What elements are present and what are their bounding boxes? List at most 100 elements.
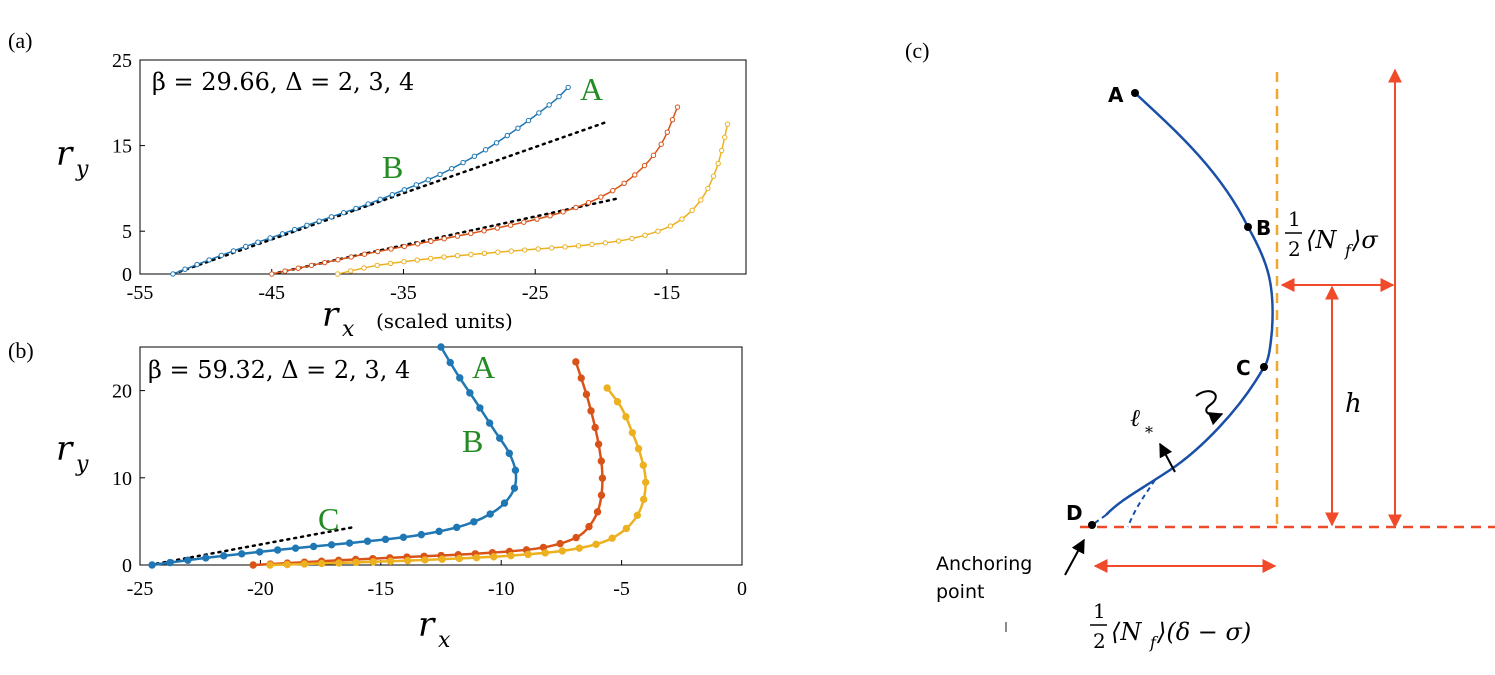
bottom-expr-main: ⟨N: [1111, 618, 1142, 646]
panel-a-series-2-marker-29: [705, 185, 711, 192]
panel-b-series-1-marker-30: [572, 358, 580, 366]
panel-b-series-0-marker-1: [166, 558, 174, 567]
panel-b-series-2-marker-10: [438, 555, 446, 563]
panel-a-series-2-marker-24: [655, 228, 661, 234]
panel-a-series-1-marker-4: [321, 259, 328, 266]
panel-b-series-0-marker-11: [345, 539, 354, 547]
panel-a-series-0-marker-6: [242, 243, 249, 250]
panel-a-series-0-marker-17: [377, 196, 383, 203]
panel-b-series-0-marker-16: [435, 527, 443, 536]
panel-b-xtick-label-3: -10: [488, 578, 515, 600]
panel-b-series-2-marker-30: [603, 384, 611, 392]
panel-a-series-1-marker-3: [308, 262, 315, 269]
panel-a-series-2-marker-32: [719, 147, 725, 154]
point-label-D: D: [1066, 501, 1083, 525]
panel-a-series-1-marker-15: [468, 230, 474, 237]
point-D: [1088, 521, 1096, 529]
point-A: [1131, 89, 1139, 97]
panel-b-xtick-label-1: -20: [247, 578, 274, 600]
panel-b-series-2-marker-2: [300, 560, 309, 568]
panel-b-series-2-marker-3: [317, 559, 326, 568]
panel-b-series-2-marker-13: [490, 553, 498, 561]
panel-b-plot-area: [148, 343, 650, 569]
panel-b-series-2-marker-20: [608, 534, 616, 542]
panel-b-series-0-marker-23: [505, 449, 514, 458]
panel-a-series-1-marker-17: [494, 225, 501, 231]
panel-a-series-0-marker-27: [493, 140, 500, 146]
panel-b-series-0-marker-10: [327, 541, 336, 549]
panel-a-series-0-marker-14: [340, 209, 347, 216]
panel-a-xtick-label-0: -55: [127, 282, 154, 304]
panel-a-series-2-marker-34: [724, 121, 731, 127]
panel-a-series-0-marker-22: [437, 171, 443, 178]
panel-b-series-2-marker-26: [634, 445, 643, 453]
top-expr-main: ⟨N: [1306, 226, 1337, 254]
panel-a-series-2-marker-19: [589, 241, 595, 248]
panel-a-series-1-marker-22: [560, 209, 566, 215]
panel-a-series-1-marker-30: [650, 152, 657, 159]
panel-b-series-0-marker-9: [309, 542, 318, 551]
panel-a-series-0-marker-24: [460, 159, 466, 166]
panel-a-series-1-marker-8: [375, 248, 381, 255]
panel-b-label: (b): [8, 338, 34, 363]
panel-a-xlabel-main: r: [322, 295, 340, 335]
panel-a-series-2-marker-0: [334, 271, 341, 277]
bottom-expr-tail: ⟩(δ − σ): [1156, 618, 1251, 646]
panel-a-xlabel: r x (scaled units): [322, 295, 513, 342]
panel-a-series-0-marker-9: [279, 231, 286, 237]
panel-b-series-1-marker-26: [591, 423, 599, 432]
panel-b-series-0-marker-2: [184, 556, 192, 564]
panel-b-series-2-marker-18: [575, 544, 584, 552]
polymer-curve-tail: [1091, 514, 1107, 526]
panel-a-series-2-marker-4: [387, 260, 394, 267]
panel-a-label-A: A: [580, 71, 603, 107]
panel-a-series-0-marker-2: [194, 261, 200, 268]
panel-a-series-1-marker-6: [348, 254, 354, 260]
panel-a-series-0-marker-4: [218, 252, 225, 259]
top-expr-tail: ⟩σ: [1351, 226, 1378, 254]
panel-a-series-0-marker-1: [182, 266, 188, 272]
panel-b-series-2-marker-0: [266, 561, 274, 569]
panel-a-series-2-marker-11: [481, 250, 488, 256]
panel-a-series-1-marker-19: [521, 219, 527, 225]
panel-b-series-0-marker-17: [452, 523, 461, 532]
panel-b-series-0-marker-4: [220, 552, 228, 560]
panel-b-series-2-marker-29: [613, 398, 622, 406]
panel-b-series-2-marker-23: [640, 495, 648, 504]
panel-b-label-A: A: [472, 349, 495, 385]
panel-a-ytick-label-0: 0: [122, 264, 132, 286]
panel-a-series-1-marker-32: [664, 129, 671, 135]
panel-a-series-1-marker-24: [585, 199, 592, 206]
panel-a-series-1-marker-5: [335, 257, 341, 263]
panel-b-series-0-marker-22: [511, 466, 520, 475]
panel-b-ytick-label-1: 10: [112, 468, 132, 490]
panel-b-series-1-marker-22: [597, 491, 606, 499]
panel-b-series-1-marker-25: [594, 440, 603, 448]
panel-b-xlabel-main: r: [418, 605, 436, 645]
panel-a-series-0-marker-3: [206, 257, 212, 263]
panel-a-series-1-marker-25: [598, 194, 604, 200]
panel-b-series-2-marker-5: [352, 558, 360, 567]
bottom-frac-den: 2: [1093, 629, 1106, 653]
panel-a-series-0-marker-29: [515, 125, 521, 131]
panel-a-ticks: -55 -45 -35 -25 -15 0 5 15 25: [112, 50, 680, 304]
panel-a-series-0-marker-32: [546, 102, 552, 108]
panel-a-series-1-marker-23: [573, 204, 579, 211]
panel-c: (c) A B C D ℓ * Anchoring point h: [905, 38, 1495, 653]
panel-a-series-2-marker-33: [721, 134, 728, 141]
panel-a-series-1-marker-18: [507, 222, 514, 228]
panel-b-series-1-marker-19: [572, 533, 580, 542]
panel-a-series-2-marker-8: [441, 254, 447, 260]
panel-a-series-0-marker-34: [565, 84, 571, 91]
panel-a-series-0-marker-5: [230, 248, 237, 254]
panel-a-series-0-marker-25: [471, 153, 478, 159]
panel-a-series-2-marker-28: [698, 197, 704, 203]
panel-b-series-0-marker-5: [237, 550, 246, 558]
panel-b-series-0-marker-25: [485, 419, 494, 427]
panel-b-ticks: -25 -20 -15 -10 -5 0 0 10 20: [112, 381, 747, 600]
panel-a-series-2-marker-3: [374, 262, 380, 269]
panel-b-xlabel-sub: x: [438, 628, 451, 653]
panel-a-xtick-label-4: -15: [654, 282, 681, 304]
panel-b-series-2-marker-9: [421, 556, 429, 564]
panel-a-ytick-label-2: 15: [112, 136, 132, 158]
